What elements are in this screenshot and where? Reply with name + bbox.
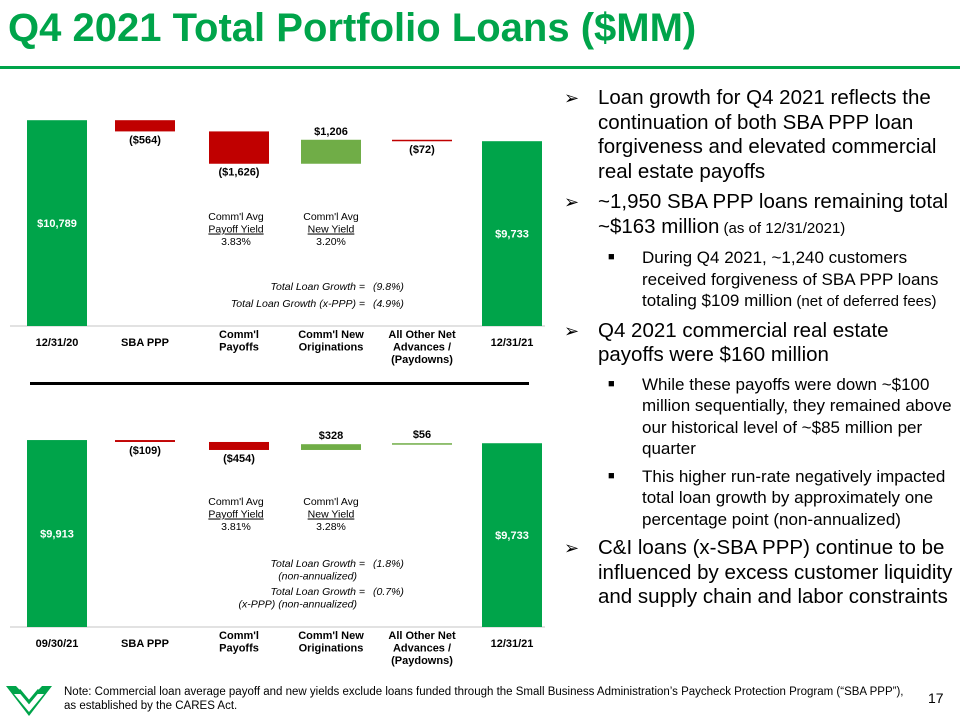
growth-label: Total Loan Growth = [271, 281, 365, 293]
bullet-text: C&I loans (x-SBA PPP) continue to be inf… [598, 536, 953, 608]
growth-label: Total Loan Growth = [271, 558, 365, 570]
square-bullet-icon: ■ [608, 469, 615, 482]
data-label: $9,913 [40, 529, 74, 541]
category-label: 09/30/21 [36, 638, 79, 650]
data-label: ($564) [129, 134, 161, 146]
growth-value: (1.8%) [373, 558, 404, 570]
payoff-yield-annotation: Comm'l Avg [208, 496, 264, 508]
square-bullet-icon: ■ [608, 251, 615, 263]
bar-3 [301, 139, 361, 164]
bar-2 [209, 441, 269, 450]
category-label: 12/31/21 [491, 337, 534, 349]
new-yield-annotation: New Yield [308, 509, 355, 521]
new-yield-annotation: 3.28% [316, 521, 346, 533]
bullet-text: This higher run-rate negatively impacted… [642, 466, 946, 529]
bar-1 [115, 120, 175, 132]
square-bullet-icon: ■ [608, 377, 615, 390]
chart-divider [30, 382, 529, 385]
bar-0 [27, 440, 87, 627]
bullet-list: ➢ Loan growth for Q4 2021 reflects the co… [564, 86, 956, 616]
company-logo [6, 686, 52, 716]
arrow-bullet-icon: ➢ [564, 88, 580, 108]
bar-5 [482, 141, 542, 326]
growth-sublabel: (non-annualized) [278, 571, 357, 583]
arrow-bullet-icon: ➢ [564, 192, 580, 212]
new-yield-annotation: Comm'l Avg [303, 496, 359, 508]
waterfall-chart-annual: $10,789 12/31/20 ($564) SBA PPP ($1,626) Comm… [10, 120, 545, 366]
sub-bullet: ■ During Q4 2021, ~1,240 customers receiv… [564, 247, 956, 313]
payoff-yield-annotation: Payoff Yield [208, 509, 263, 521]
growth-value: (0.7%) [373, 586, 404, 598]
category-label: All Other Net Advances / (Paydowns) [388, 329, 456, 366]
data-label: $328 [319, 430, 343, 442]
bullet-text: While these payoffs were down ~$100 mill… [642, 374, 952, 459]
new-yield-annotation: New Yield [308, 224, 355, 236]
data-label: $9,733 [495, 229, 529, 241]
growth-label: Total Loan Growth (x-PPP) = [231, 298, 365, 310]
new-yield-annotation: Comm'l Avg [303, 211, 359, 223]
data-label: $9,733 [495, 530, 529, 542]
bullet-text: During Q4 2021, ~1,240 customers receive… [642, 248, 939, 310]
category-label: Comm'l New Originations [298, 329, 364, 354]
bullet-text: Loan growth for Q4 2021 reflects the con… [598, 86, 937, 183]
payoff-yield-annotation: 3.83% [221, 236, 251, 248]
bullet-note: (net of deferred fees) [792, 293, 937, 310]
arrow-bullet-icon: ➢ [564, 538, 580, 558]
growth-sublabel: (x-PPP) (non-annualized) [239, 599, 357, 611]
payoff-yield-annotation: 3.81% [221, 521, 251, 533]
payoff-yield-annotation: Comm'l Avg [208, 211, 264, 223]
sub-bullet: ■ This higher run-rate negatively impacte… [564, 466, 956, 531]
arrow-bullet-icon: ➢ [564, 320, 580, 341]
data-label: ($1,626) [219, 167, 260, 179]
growth-label: Total Loan Growth = [271, 586, 365, 598]
category-label: 12/31/21 [491, 638, 534, 650]
category-label: 12/31/20 [36, 337, 79, 349]
title-rule [0, 66, 960, 69]
data-label: $10,789 [37, 218, 77, 230]
data-label: ($72) [409, 144, 435, 156]
category-label: SBA PPP [121, 638, 169, 650]
new-yield-annotation: 3.20% [316, 236, 346, 248]
data-label: ($109) [129, 445, 161, 457]
waterfall-chart-quarter: $9,913 09/30/21 ($109) SBA PPP ($454) Comm'l P… [10, 429, 545, 667]
category-label: Comm'l Payoffs [219, 329, 259, 354]
bullet: ➢ C&I loans (x-SBA PPP) continue to be in… [564, 536, 956, 610]
bullet: ➢ Loan growth for Q4 2021 reflects the co… [564, 86, 956, 184]
sub-bullet: ■ While these payoffs were down ~$100 mil… [564, 374, 956, 460]
footnote: Note: Commercial loan average payoff and… [64, 686, 904, 712]
bullet-text: Q4 2021 commercial real estate payoffs w… [598, 318, 889, 367]
bar-0 [27, 120, 87, 327]
category-label: Comm'l New Originations [298, 630, 364, 655]
bullet: ➢ ~1,950 SBA PPP loans remaining total ~$… [564, 190, 956, 241]
bullet-text: ~1,950 SBA PPP loans remaining total ~$1… [598, 190, 949, 238]
data-label: ($454) [223, 453, 255, 465]
growth-value: (9.8%) [373, 281, 404, 293]
bar-4 [392, 443, 452, 445]
bullet-note: (as of 12/31/2021) [719, 219, 846, 237]
bullet: ➢ Q4 2021 commercial real estate payoffs … [564, 319, 956, 368]
category-label: All Other Net Advances / (Paydowns) [388, 630, 456, 667]
page-title: Q4 2021 Total Portfolio Loans ($MM) [8, 6, 697, 50]
payoff-yield-annotation: Payoff Yield [208, 224, 263, 236]
category-label: SBA PPP [121, 337, 169, 349]
bar-3 [301, 444, 361, 450]
page-number: 17 [928, 690, 944, 706]
bar-1 [115, 440, 175, 442]
growth-value: (4.9%) [373, 298, 404, 310]
category-label: Comm'l Payoffs [219, 630, 259, 655]
bar-5 [482, 443, 542, 627]
data-label: $1,206 [314, 126, 348, 138]
bar-4 [392, 139, 452, 142]
bar-2 [209, 131, 269, 164]
data-label: $56 [413, 429, 431, 441]
